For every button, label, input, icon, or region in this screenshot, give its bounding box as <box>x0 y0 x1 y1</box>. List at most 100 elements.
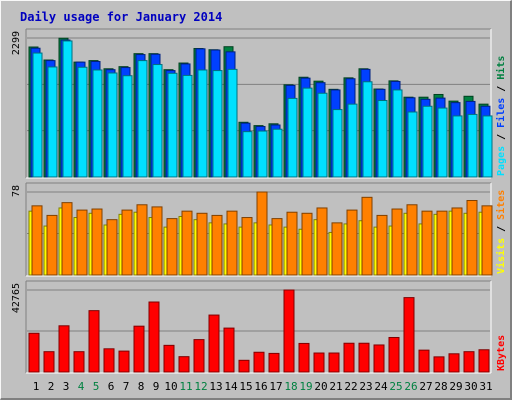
bar-kbytes-day-18 <box>283 289 295 373</box>
day-label-4: 4 <box>78 380 85 393</box>
bar-kbytes-day-13 <box>208 314 220 373</box>
day-label-9: 9 <box>153 380 160 393</box>
day-label-13: 13 <box>209 380 222 393</box>
bar-sites-day-2 <box>46 214 58 276</box>
bar-sites-day-1 <box>31 205 43 276</box>
bar-pages-day-15 <box>242 131 253 178</box>
legend-separator: / <box>496 128 507 146</box>
bar-kbytes-day-21 <box>328 352 340 373</box>
sites-visits-panel: 78 Visits / Sites <box>11 182 507 277</box>
bar-sites-day-19 <box>301 212 313 276</box>
day-label-2: 2 <box>48 380 55 393</box>
bar-pages-day-9 <box>152 64 163 178</box>
hits-files-pages-panel: 2299 Pages / Files / Hits <box>11 28 507 179</box>
bar-sites-day-12 <box>196 212 208 276</box>
bar-pages-day-3 <box>62 40 73 178</box>
day-label-20: 20 <box>314 380 327 393</box>
day-label-21: 21 <box>329 380 342 393</box>
bar-sites-day-13 <box>211 214 223 276</box>
bar-pages-day-30 <box>467 113 478 178</box>
bar-kbytes-day-25 <box>388 336 400 373</box>
day-label-22: 22 <box>344 380 357 393</box>
bar-pages-day-28 <box>437 107 448 178</box>
legend-sites: Sites <box>495 190 507 220</box>
bar-sites-day-7 <box>121 209 133 276</box>
day-label-29: 29 <box>449 380 462 393</box>
bar-sites-day-10 <box>166 218 178 276</box>
day-label-19: 19 <box>299 380 312 393</box>
day-label-16: 16 <box>254 380 267 393</box>
day-label-18: 18 <box>284 380 297 393</box>
day-label-15: 15 <box>239 380 252 393</box>
bar-pages-day-5 <box>92 69 103 178</box>
bar-kbytes-day-27 <box>418 349 430 373</box>
bar-pages-day-25 <box>392 89 403 178</box>
legend-visits: Visits <box>495 238 507 274</box>
bar-sites-day-25 <box>391 208 403 276</box>
day-label-14: 14 <box>224 380 238 393</box>
bar-sites-day-8 <box>136 204 148 276</box>
day-label-1: 1 <box>33 380 40 393</box>
legend-files: Files <box>495 98 507 128</box>
day-axis-labels: 1 2 3 4 5 6 7 8 9 10 11 12 13 14 15 16 17 18 19 20 21 22 23 24 2… <box>33 380 493 393</box>
bar-kbytes-day-3 <box>58 325 70 373</box>
legend-pages: Pages <box>496 146 507 176</box>
bar-pages-day-31 <box>482 115 493 178</box>
bar-sites-day-28 <box>436 210 448 276</box>
bar-sites-day-14 <box>226 210 238 276</box>
bar-sites-day-6 <box>106 219 118 276</box>
legend-labels: Visits / Sites <box>495 190 507 274</box>
bar-pages-day-24 <box>377 100 388 178</box>
bar-kbytes-day-14 <box>223 327 235 373</box>
day-label-23: 23 <box>359 380 372 393</box>
bar-kbytes-day-9 <box>148 301 160 373</box>
bar-pages-day-26 <box>407 111 418 178</box>
bar-kbytes-day-1 <box>28 332 40 373</box>
bar-kbytes-day-2 <box>43 351 55 373</box>
bar-sites-day-9 <box>151 206 163 276</box>
legend-labels: Pages / Files / Hits <box>495 56 507 176</box>
day-label-7: 7 <box>123 380 130 393</box>
legend-hits: Hits <box>495 56 507 80</box>
bar-kbytes-day-30 <box>463 351 475 373</box>
bar-pages-day-10 <box>167 72 178 178</box>
day-label-12: 12 <box>194 380 207 393</box>
day-label-17: 17 <box>269 380 282 393</box>
day-label-30: 30 <box>464 380 477 393</box>
bar-kbytes-day-4 <box>73 351 85 373</box>
bar-kbytes-day-17 <box>268 352 280 373</box>
bar-sites-day-5 <box>91 208 103 276</box>
bar-pages-day-2 <box>47 66 58 178</box>
y-max-label: 42765 <box>11 283 22 313</box>
kbytes-panel: 42765 KBytes <box>11 280 507 374</box>
bar-pages-day-8 <box>137 60 148 178</box>
bar-kbytes-day-28 <box>433 356 445 373</box>
bar-pages-day-20 <box>317 92 328 178</box>
bar-sites-day-27 <box>421 210 433 276</box>
day-label-3: 3 <box>63 380 70 393</box>
bar-sites-day-30 <box>466 200 478 276</box>
bar-pages-day-7 <box>122 75 133 178</box>
y-max-label: 78 <box>11 185 22 197</box>
bar-pages-day-1 <box>32 52 43 178</box>
bar-sites-day-23 <box>361 196 373 276</box>
bar-kbytes-day-23 <box>358 342 370 373</box>
day-label-10: 10 <box>164 380 177 393</box>
legend-separator: / <box>496 220 507 238</box>
bar-pages-day-6 <box>107 72 118 178</box>
bar-sites-day-26 <box>406 204 418 276</box>
day-label-24: 24 <box>374 380 388 393</box>
bar-pages-day-13 <box>212 70 223 178</box>
day-label-26: 26 <box>404 380 417 393</box>
bar-sites-day-31 <box>481 205 493 276</box>
bar-kbytes-day-16 <box>253 351 265 373</box>
legend-kbytes: KBytes <box>496 335 507 371</box>
day-label-28: 28 <box>434 380 447 393</box>
bar-pages-day-29 <box>452 115 463 178</box>
bar-sites-day-15 <box>241 217 253 276</box>
bar-kbytes-day-10 <box>163 344 175 373</box>
bar-kbytes-day-11 <box>178 356 190 373</box>
bar-pages-day-17 <box>272 128 283 178</box>
bar-sites-day-29 <box>451 207 463 276</box>
